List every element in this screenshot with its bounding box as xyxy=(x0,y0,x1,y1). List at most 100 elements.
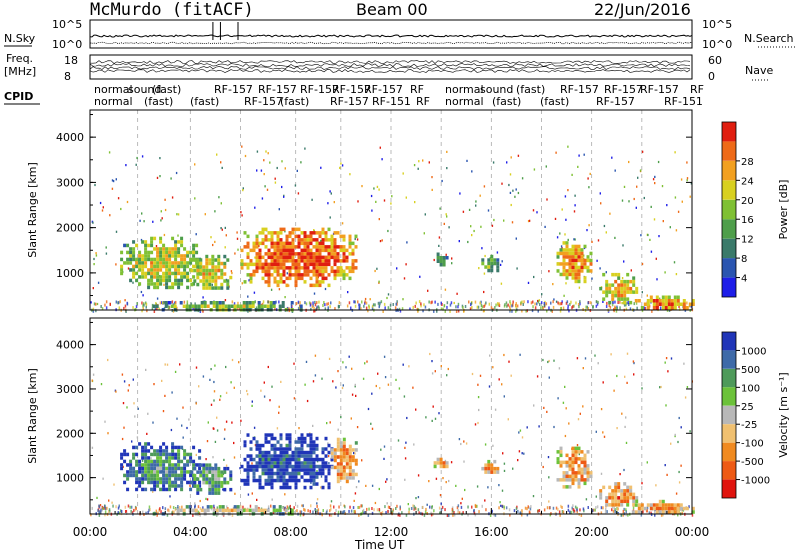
velocity-ground-scatter xyxy=(303,508,305,511)
velocity-echo-cell xyxy=(336,472,340,477)
power-speckle xyxy=(97,281,100,284)
power-echo-cell xyxy=(637,299,641,303)
power-speckle xyxy=(574,194,576,197)
power-echo-cell xyxy=(580,262,584,266)
velocity-echo-cell xyxy=(255,478,259,483)
time-tick-label: 20:00 xyxy=(574,525,609,539)
power-echo-cell xyxy=(252,262,256,267)
velocity-echo-cell xyxy=(279,464,283,469)
power-speckle xyxy=(274,181,277,184)
power-speckle xyxy=(341,222,344,225)
velocity-speckle xyxy=(548,476,550,479)
velocity-echo-cell xyxy=(217,477,221,481)
power-speckle xyxy=(347,291,349,294)
velocity-echo-cell xyxy=(312,457,316,462)
velocity-ground-scatter xyxy=(681,511,684,515)
power-speckle xyxy=(427,289,429,292)
velocity-echo-cell xyxy=(162,452,166,457)
velocity-echo-cell xyxy=(339,476,343,480)
power-ground-scatter xyxy=(628,303,630,306)
power-speckle xyxy=(438,236,441,239)
power-echo-cell xyxy=(267,269,271,274)
velocity-ground-scatter xyxy=(310,504,312,508)
power-ground-scatter xyxy=(192,307,194,311)
power-echo-cell xyxy=(327,238,331,242)
velocity-echo-cell xyxy=(303,468,307,472)
velocity-echo-cell xyxy=(439,457,443,462)
power-speckle xyxy=(224,246,226,249)
velocity-ground-scatter xyxy=(611,505,614,509)
cpid-mode-label: RF-157 xyxy=(640,83,679,96)
velocity-echo-cell xyxy=(614,489,618,493)
power-speckle xyxy=(560,245,563,248)
velocity-echo-cell xyxy=(205,473,209,478)
power-ground-scatter xyxy=(384,306,386,310)
velocity-ground-scatter xyxy=(342,510,345,514)
velocity-speckle xyxy=(445,481,447,484)
power-speckle xyxy=(483,185,486,188)
power-ground-scatter xyxy=(559,302,562,306)
velocity-echo-cell xyxy=(297,447,301,451)
power-ground-scatter xyxy=(371,304,374,308)
power-speckle xyxy=(378,280,380,283)
velocity-ground-scatter xyxy=(526,507,528,511)
power-speckle xyxy=(405,196,407,199)
velocity-speckle xyxy=(548,500,550,503)
power-echo-cell xyxy=(646,302,650,306)
power-speckle xyxy=(567,238,569,241)
power-echo-cell xyxy=(309,255,313,260)
velocity-speckle xyxy=(113,483,115,486)
power-echo-cell xyxy=(315,266,319,270)
velocity-echo-cell xyxy=(297,457,301,462)
power-echo-cell xyxy=(658,302,662,306)
velocity-echo-cell xyxy=(279,450,283,455)
power-speckle xyxy=(652,178,655,181)
velocity-ground-scatter xyxy=(343,510,346,514)
power-echo-cell xyxy=(153,275,157,279)
power-ground-scatter xyxy=(176,306,178,310)
velocity-echo-cell xyxy=(321,450,325,455)
power-speckle xyxy=(446,215,448,218)
power-speckle xyxy=(152,220,154,223)
velocity-echo-cell xyxy=(202,463,206,467)
power-echo-cell xyxy=(177,285,181,290)
velocity-ground-scatter xyxy=(167,508,169,512)
power-echo-cell xyxy=(620,293,624,298)
power-ground-scatter xyxy=(534,306,537,310)
power-echo-cell xyxy=(623,279,627,284)
velocity-speckle xyxy=(500,504,502,507)
velocity-speckle xyxy=(542,465,544,469)
power-ground-scatter xyxy=(353,300,355,304)
velocity-echo-cell xyxy=(273,443,277,448)
velocity-echo-cell xyxy=(144,477,148,481)
velocity-speckle xyxy=(519,429,522,432)
velocity-echo-cell xyxy=(285,468,289,472)
velocity-echo-cell xyxy=(258,464,262,469)
power-echo-cell xyxy=(327,273,331,277)
power-echo-cell xyxy=(153,285,157,290)
power-echo-cell xyxy=(141,261,145,265)
velocity-echo-cell xyxy=(177,477,181,481)
power-speckle xyxy=(662,220,664,223)
velocity-echo-cell xyxy=(135,473,139,478)
power-echo-cell xyxy=(565,269,569,273)
power-echo-cell xyxy=(282,262,286,267)
velocity-echo-cell xyxy=(214,466,218,471)
velocity-echo-cell xyxy=(162,466,166,471)
velocity-echo-cell xyxy=(589,471,593,475)
velocity-speckle xyxy=(342,384,344,387)
power-echo-cell xyxy=(156,264,160,269)
power-ground-scatter xyxy=(324,303,326,307)
velocity-echo-cell xyxy=(291,471,295,476)
power-echo-cell xyxy=(270,255,274,260)
cpid-mode-label: RF-157 xyxy=(330,95,369,108)
velocity-echo-cell xyxy=(571,450,575,454)
power-echo-cell xyxy=(217,268,221,273)
power-speckle xyxy=(241,282,243,285)
power-echo-cell xyxy=(162,264,166,269)
power-echo-cell xyxy=(174,254,178,258)
power-ground-scatter xyxy=(412,305,414,309)
power-ground-scatter xyxy=(482,309,485,313)
power-ground-scatter xyxy=(255,306,258,310)
